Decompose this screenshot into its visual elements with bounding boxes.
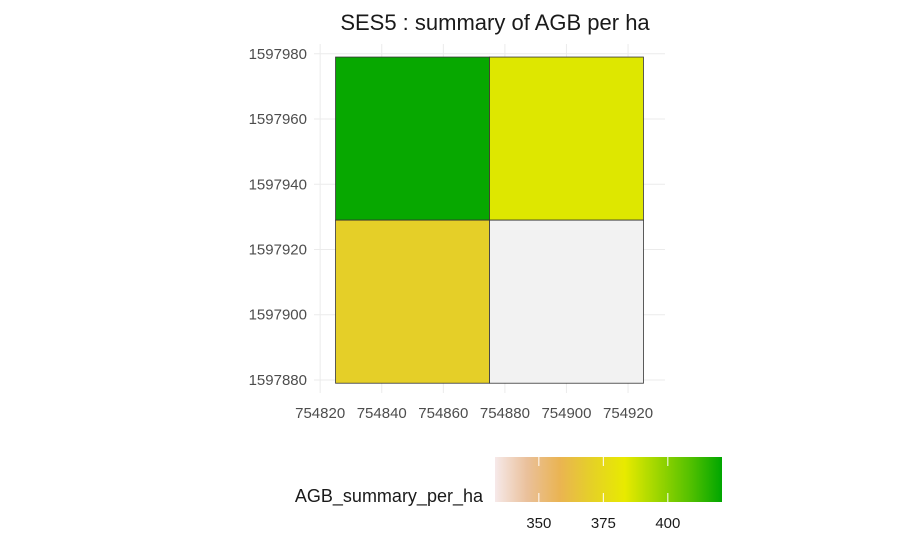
legend-title: AGB_summary_per_ha	[295, 486, 484, 507]
legend-tick-label: 375	[591, 515, 616, 532]
y-tick-label: 1597880	[249, 372, 307, 389]
x-tick-label: 754900	[541, 405, 591, 422]
x-tick-label: 754920	[603, 405, 653, 422]
tiles	[335, 56, 644, 384]
heatmap-tile	[335, 219, 490, 384]
legend-tick-label: 350	[526, 515, 551, 532]
y-tick-label: 1597920	[249, 241, 307, 258]
x-tick-label: 754820	[295, 405, 345, 422]
heatmap-tile	[489, 56, 644, 221]
legend-tick-label: 400	[655, 515, 680, 532]
y-tick-label: 1597980	[249, 46, 307, 63]
x-tick-label: 754860	[418, 405, 468, 422]
y-tick-label: 1597900	[249, 307, 307, 324]
x-tick-label: 754840	[357, 405, 407, 422]
legend-ticks: 350 375 400	[526, 457, 680, 532]
x-tick-label: 754880	[480, 405, 530, 422]
legend: AGB_summary_per_ha 350 375 400	[295, 457, 722, 532]
chart-title: SES5 : summary of AGB per ha	[340, 10, 650, 35]
heatmap-tile	[335, 56, 490, 221]
x-axis-ticks: 754820 754840 754860 754880 754900 754920	[295, 405, 653, 422]
heatmap-tile	[489, 219, 644, 384]
y-tick-label: 1597940	[249, 176, 307, 193]
y-tick-label: 1597960	[249, 111, 307, 128]
legend-colorbar	[495, 457, 722, 502]
y-axis-ticks: 1597880 1597900 1597920 1597940 1597960 15979…	[249, 46, 307, 389]
